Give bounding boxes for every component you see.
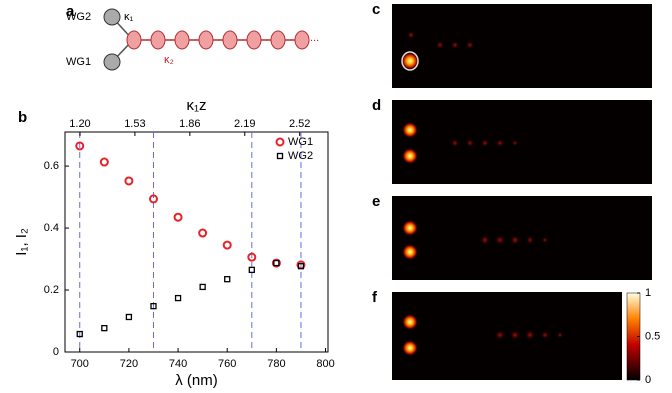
x2-tick-label: 1.86 [179,118,200,130]
point [148,194,158,204]
colorbar-tick-label: 1 [645,287,651,299]
point [76,330,83,338]
x-tick-label: 740 [169,358,187,370]
x2-tick-label: 2.19 [234,118,255,130]
point [173,212,183,222]
x2-tick-label: 1.53 [124,118,145,130]
point [198,228,208,238]
x-tick-label: 720 [120,358,138,370]
point [99,157,109,167]
y-tick-label: 0.4 [44,222,59,234]
point [224,276,231,283]
point [271,258,281,268]
panel-label: e [372,193,380,210]
legend-marker [275,137,285,147]
legend-marker [276,152,284,160]
point [247,252,257,262]
legend-label: WG2 [288,150,313,162]
colorbar-tick-label: 0 [645,374,651,386]
y-tick-label: 0.6 [44,160,59,172]
panel-label: f [372,289,378,306]
x-tick-label: 700 [71,358,89,370]
y-axis-label: I₁, I₂ [13,228,30,256]
x-tick-label: 800 [316,358,334,370]
panel-label: b [18,109,27,126]
point [273,259,280,267]
y-tick-label: 0 [53,346,59,358]
point [248,266,255,274]
x2-axis-label: κ₁z [186,97,206,114]
point [124,176,134,186]
field-images [392,4,652,381]
point [150,302,157,310]
panel-label: a [66,3,75,20]
diagram [103,8,310,71]
point [297,263,305,270]
diagram-label: ... [310,32,319,44]
diagram-label: WG2 [66,11,91,23]
point [174,294,182,302]
legend-label: WG1 [288,136,313,148]
point [75,141,85,151]
point [199,283,206,291]
diagram-label: WG1 [66,56,91,68]
diagram-label: κ₁ [124,11,134,23]
x2-tick-label: 1.20 [69,118,90,130]
panel-label: c [372,1,380,18]
diagram-label: κ₂ [164,54,174,66]
colorbar-tick-label: 0.5 [645,330,660,342]
point [222,240,232,250]
y-tick-label: 0.2 [44,284,59,296]
point [101,324,108,332]
x-tick-label: 760 [218,358,236,370]
point [125,313,133,321]
x-tick-label: 780 [267,358,285,370]
x2-tick-label: 2.52 [289,118,310,130]
panel-label: d [372,97,381,114]
plot-frame [64,131,329,353]
x-axis-label: λ (nm) [175,372,218,389]
